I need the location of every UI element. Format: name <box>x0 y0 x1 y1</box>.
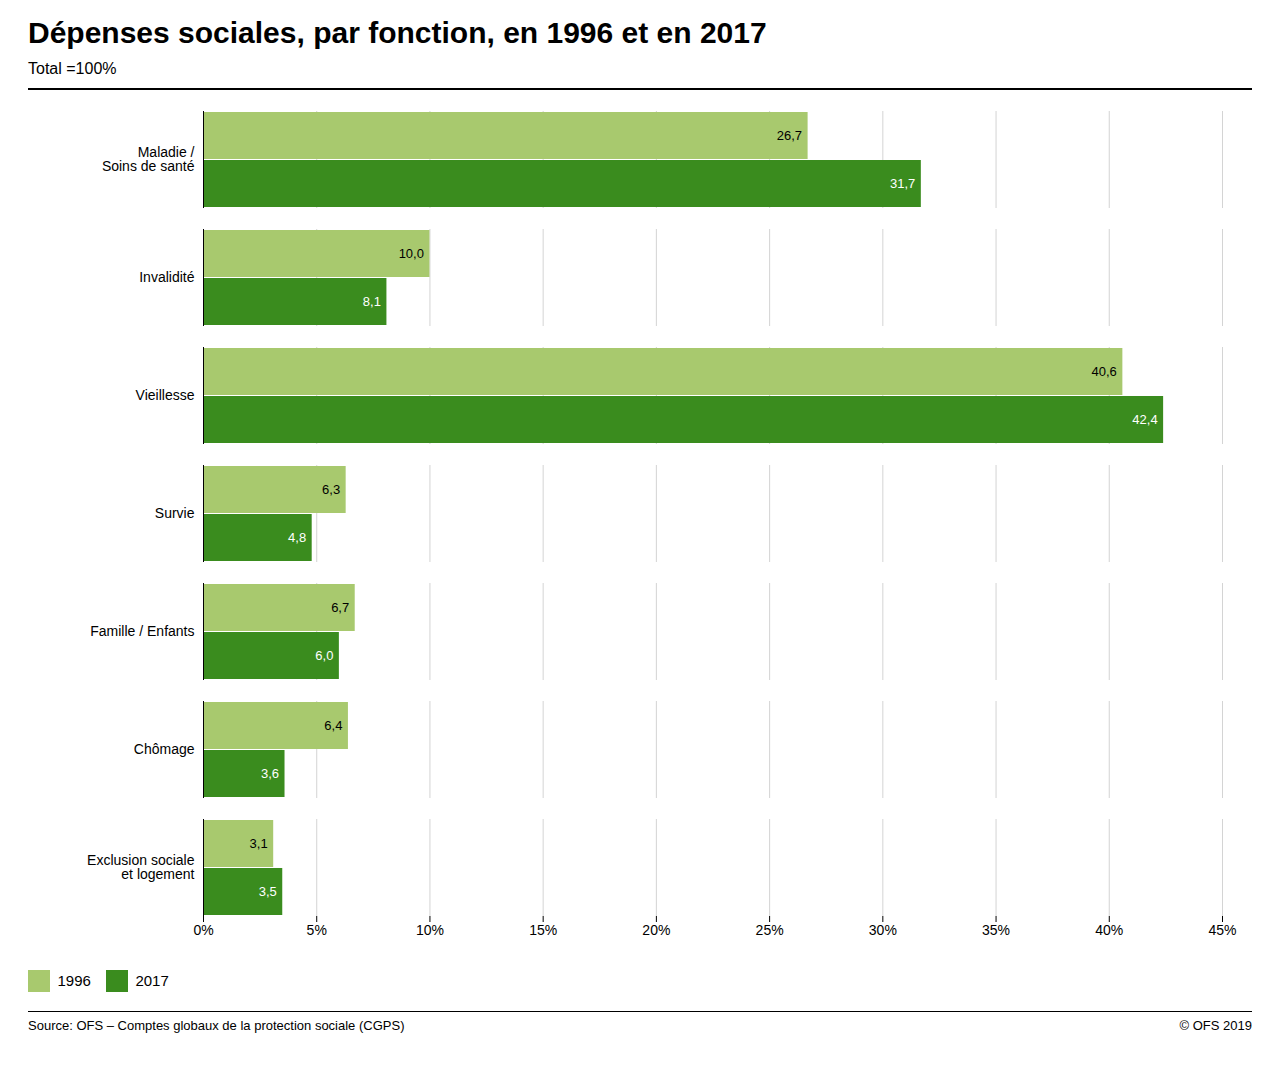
svg-text:Survie: Survie <box>155 505 195 521</box>
svg-text:10,0: 10,0 <box>399 246 424 261</box>
svg-text:20%: 20% <box>642 922 670 938</box>
svg-text:6,3: 6,3 <box>322 482 340 497</box>
svg-text:5%: 5% <box>307 922 327 938</box>
svg-text:6,4: 6,4 <box>324 718 342 733</box>
html-text:Source: OFS – Comptes globaux: Source: OFS – Comptes globaux de la prot… <box>28 1017 405 1033</box>
svg-text:15%: 15% <box>529 922 557 938</box>
svg-text:30%: 30% <box>869 922 897 938</box>
svg-text:26,7: 26,7 <box>777 128 802 143</box>
svg-text:Chômage: Chômage <box>134 741 195 757</box>
svg-text:3,1: 3,1 <box>250 836 268 851</box>
svg-text:6,0: 6,0 <box>315 648 333 663</box>
svg-text:42,4: 42,4 <box>1132 412 1157 427</box>
svg-text:6,7: 6,7 <box>331 600 349 615</box>
svg-text:Invalidité: Invalidité <box>139 269 194 285</box>
svg-text:25%: 25% <box>756 922 784 938</box>
html-text:2017: 2017 <box>135 972 169 989</box>
svg-text:31,7: 31,7 <box>890 176 915 191</box>
svg-text:8,1: 8,1 <box>363 294 381 309</box>
svg-text:10%: 10% <box>416 922 444 938</box>
svg-text:0%: 0% <box>193 922 213 938</box>
html-text:Dépenses sociales, par fonctio: Dépenses sociales, par fonction, en 1996… <box>28 16 767 49</box>
svg-text:4,8: 4,8 <box>288 530 306 545</box>
svg-text:45%: 45% <box>1208 922 1236 938</box>
html-text:© OFS 2019: © OFS 2019 <box>1179 1017 1252 1033</box>
svg-text:Exclusion socialeet logement: Exclusion socialeet logement <box>87 852 195 882</box>
svg-text:3,5: 3,5 <box>259 884 277 899</box>
html-text:Total =100%: Total =100% <box>28 60 117 77</box>
svg-text:Maladie /Soins de santé: Maladie /Soins de santé <box>102 144 195 174</box>
svg-text:35%: 35% <box>982 922 1010 938</box>
svg-text:40%: 40% <box>1095 922 1123 938</box>
svg-text:40,6: 40,6 <box>1092 364 1117 379</box>
svg-text:Famille / Enfants: Famille / Enfants <box>90 623 194 639</box>
svg-text:3,6: 3,6 <box>261 766 279 781</box>
svg-text:Vieillesse: Vieillesse <box>136 387 195 403</box>
html-text:1996: 1996 <box>57 972 91 989</box>
